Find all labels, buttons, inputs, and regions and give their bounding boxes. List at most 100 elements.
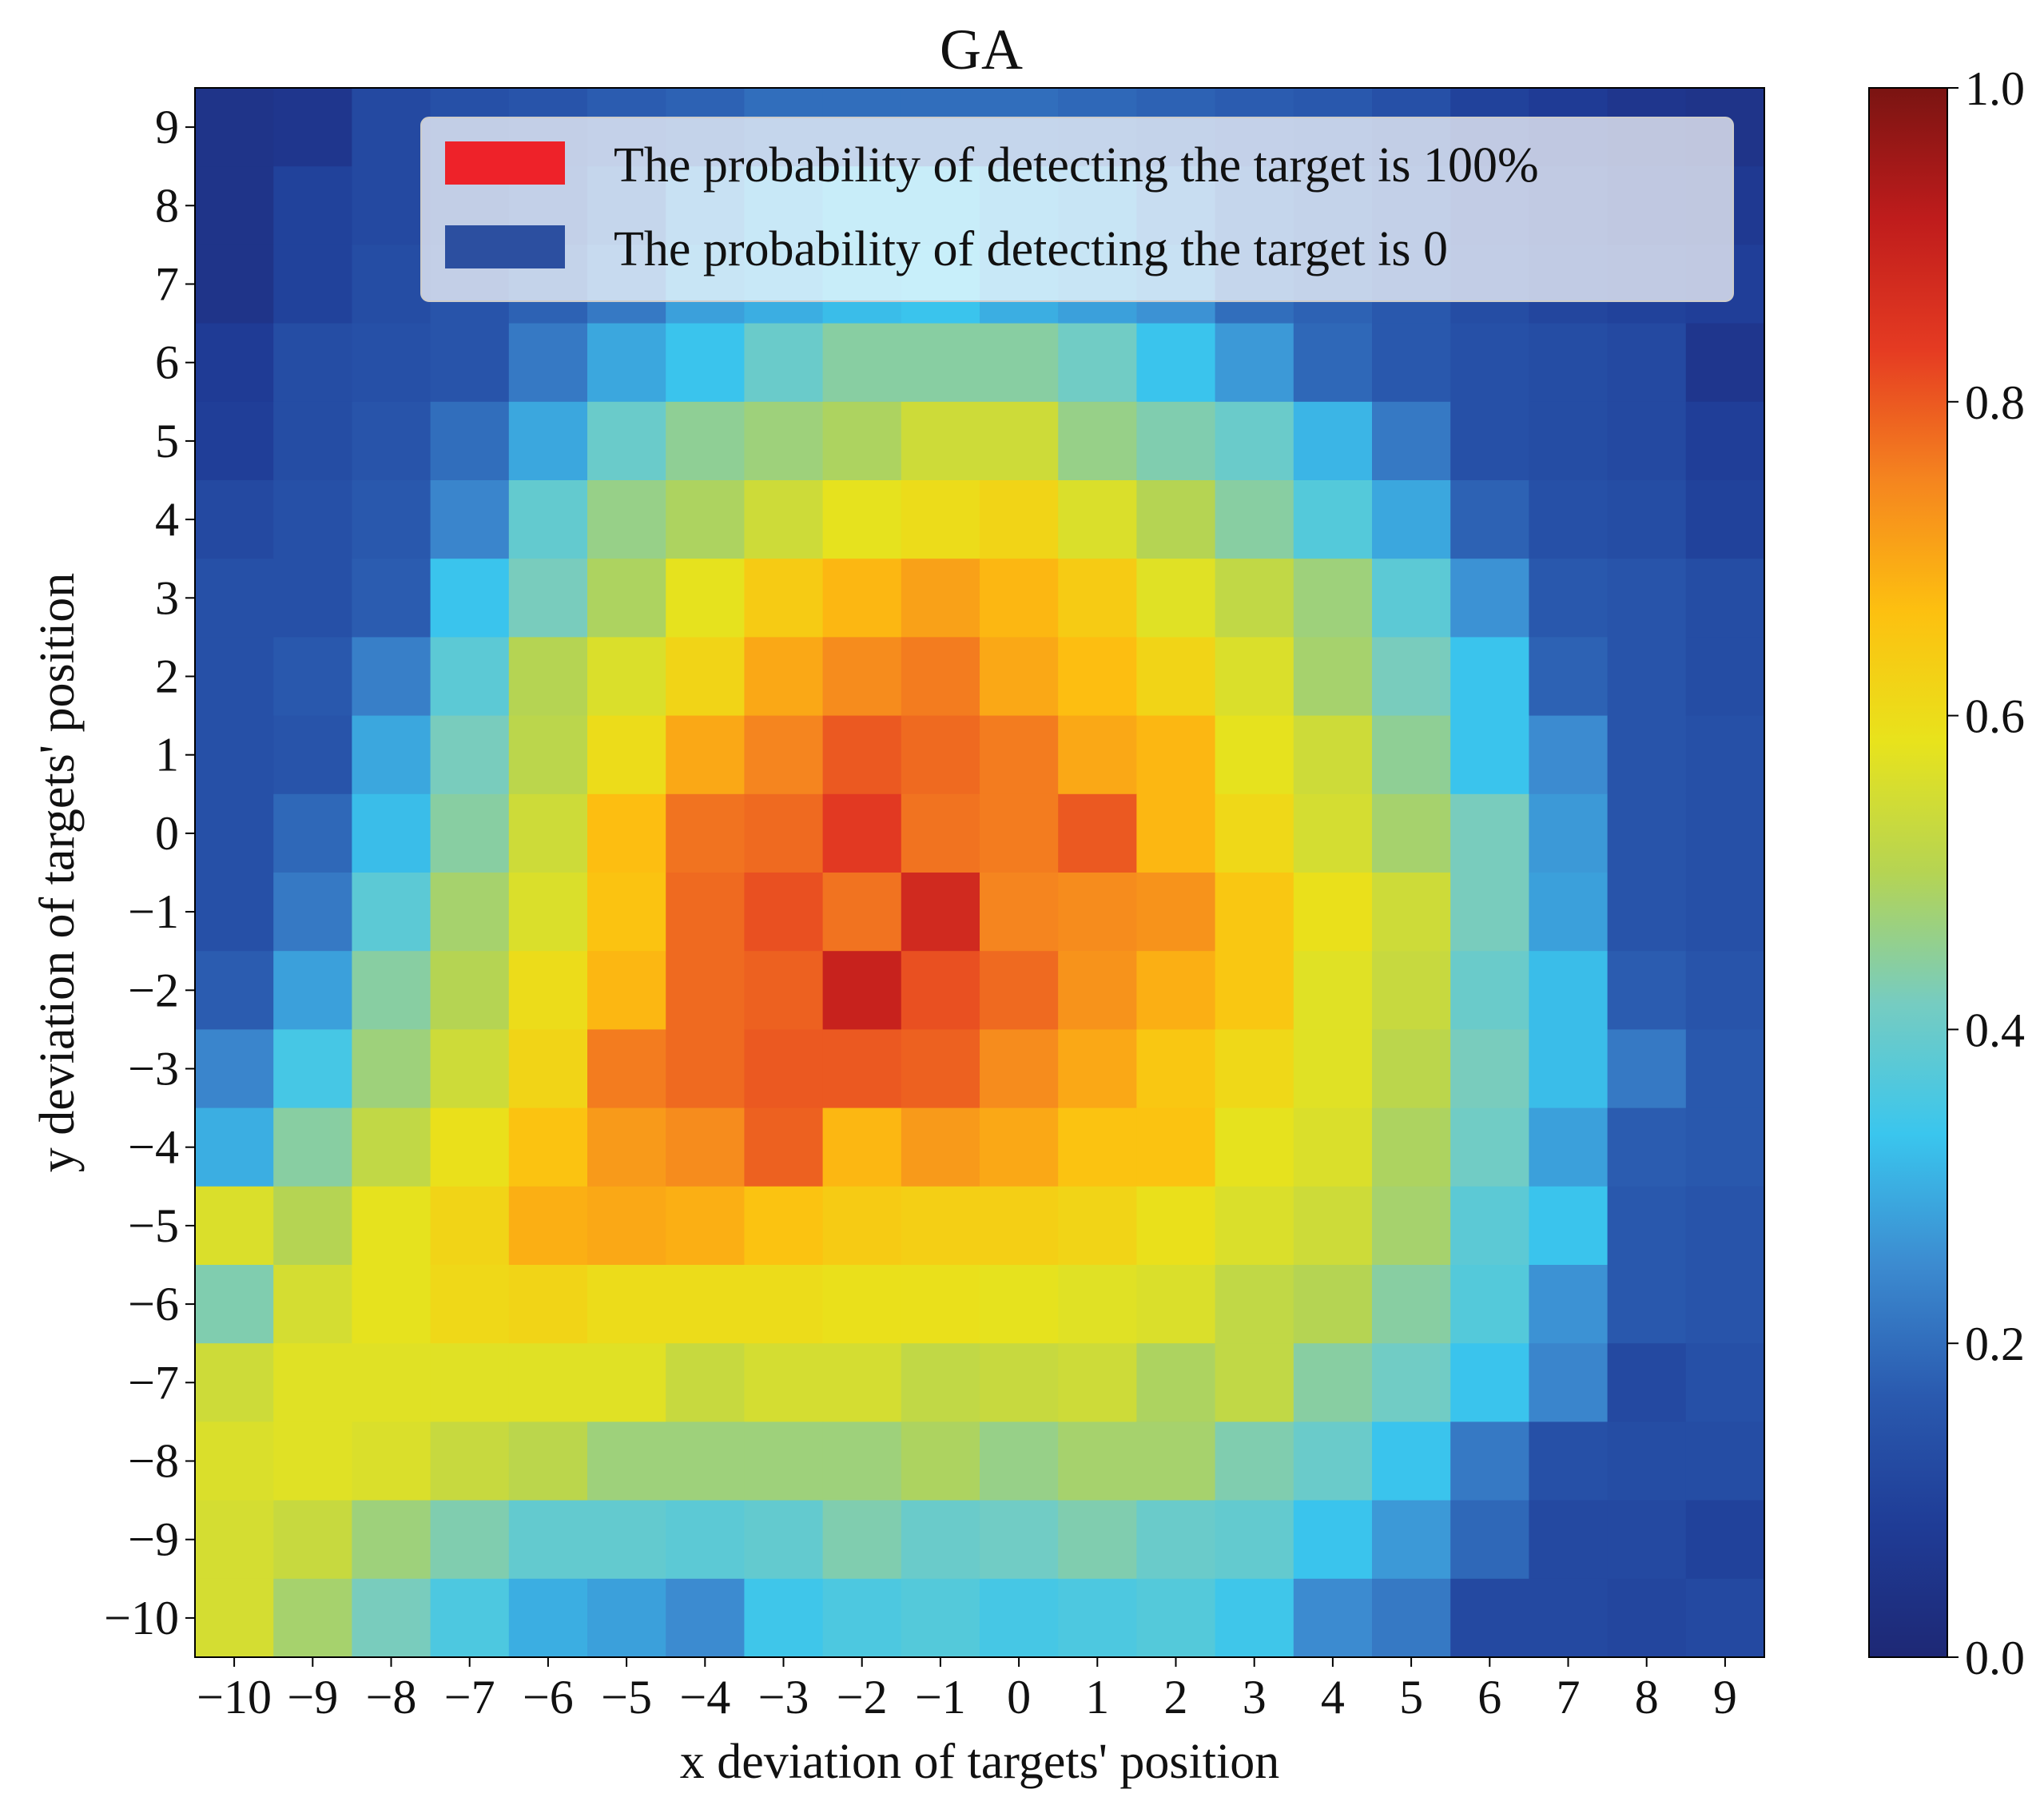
heatmap-cell bbox=[508, 1421, 588, 1501]
heatmap-cell bbox=[1529, 793, 1609, 873]
x-tick-label: 3 bbox=[1243, 1671, 1267, 1724]
heatmap-cell bbox=[744, 1186, 824, 1266]
x-tick-label: 8 bbox=[1635, 1671, 1659, 1724]
colorbar: 0.0 0.2 0.4 0.6 0.8 1.0 bbox=[1868, 62, 2025, 1684]
heatmap-cell bbox=[1215, 480, 1294, 559]
heatmap-cell bbox=[1293, 559, 1373, 638]
heatmap-cell bbox=[666, 480, 745, 559]
heatmap-cell bbox=[901, 1107, 980, 1187]
y-tick-label: 4 bbox=[155, 493, 179, 546]
heatmap-cell bbox=[508, 873, 588, 952]
heatmap-cell bbox=[1607, 1107, 1687, 1187]
heatmap-cell bbox=[980, 1500, 1059, 1580]
heatmap-cell bbox=[822, 1265, 902, 1344]
heatmap-cell bbox=[1136, 793, 1216, 873]
x-tick-label: −7 bbox=[444, 1671, 495, 1724]
y-tick-label: −3 bbox=[128, 1043, 179, 1095]
heatmap-cell bbox=[1372, 480, 1451, 559]
heatmap-cell bbox=[1293, 1578, 1373, 1658]
heatmap-cell bbox=[822, 1029, 902, 1109]
heatmap-cell bbox=[508, 480, 588, 559]
heatmap-cell bbox=[822, 323, 902, 403]
y-tick-label: −9 bbox=[128, 1513, 179, 1566]
heatmap-cell bbox=[822, 873, 902, 952]
heatmap-cell bbox=[1450, 480, 1529, 559]
y-tick-label: 5 bbox=[155, 415, 179, 467]
heatmap-cell bbox=[901, 1578, 980, 1658]
heatmap-cell bbox=[744, 637, 824, 717]
heatmap-cell bbox=[273, 323, 352, 403]
heatmap-cell bbox=[666, 873, 745, 952]
heatmap-cell bbox=[352, 480, 431, 559]
heatmap-cell bbox=[1450, 323, 1529, 403]
heatmap-cell bbox=[1529, 1343, 1609, 1422]
heatmap-cell bbox=[352, 559, 431, 638]
x-tick-label: 9 bbox=[1713, 1671, 1737, 1724]
heatmap-cell bbox=[1450, 873, 1529, 952]
heatmap-cell bbox=[195, 88, 274, 167]
heatmap-cell bbox=[901, 480, 980, 559]
heatmap-cell bbox=[587, 323, 666, 403]
heatmap-cell bbox=[1529, 559, 1609, 638]
heatmap-cell bbox=[901, 1029, 980, 1109]
x-tick-label: 5 bbox=[1399, 1671, 1423, 1724]
heatmap-cell bbox=[980, 793, 1059, 873]
legend-swatch-zero bbox=[445, 225, 565, 268]
heatmap-cell bbox=[666, 637, 745, 717]
heatmap-cell bbox=[352, 951, 431, 1030]
heatmap-cell bbox=[1372, 401, 1451, 481]
heatmap-cell bbox=[1215, 1500, 1294, 1580]
x-tick-label: −6 bbox=[523, 1671, 574, 1724]
heatmap-cell bbox=[430, 1578, 510, 1658]
heatmap-cell bbox=[430, 1343, 510, 1422]
heatmap-cell bbox=[508, 1029, 588, 1109]
heatmap-cell bbox=[980, 1421, 1059, 1501]
heatmap-cell bbox=[352, 1421, 431, 1501]
heatmap-cell bbox=[1215, 323, 1294, 403]
heatmap-cell bbox=[901, 1421, 980, 1501]
colorbar-tick-label: 0.4 bbox=[1965, 1004, 2025, 1056]
heatmap-cell bbox=[508, 793, 588, 873]
heatmap-cell bbox=[1529, 1265, 1609, 1344]
heatmap-cell bbox=[1450, 637, 1529, 717]
heatmap-cell bbox=[1293, 715, 1373, 795]
heatmap-cell bbox=[901, 873, 980, 952]
heatmap-cell bbox=[1293, 951, 1373, 1030]
heatmap-cell bbox=[195, 1500, 274, 1580]
heatmap-cell bbox=[1529, 480, 1609, 559]
heatmap-cell bbox=[666, 401, 745, 481]
heatmap-cell bbox=[666, 1578, 745, 1658]
heatmap-cell bbox=[1293, 1421, 1373, 1501]
heatmap-cell bbox=[1607, 1265, 1687, 1344]
heatmap-cell bbox=[1215, 1029, 1294, 1109]
heatmap-cell bbox=[352, 715, 431, 795]
heatmap-cell bbox=[273, 1186, 352, 1266]
heatmap-cell bbox=[1215, 1186, 1294, 1266]
heatmap-cell bbox=[744, 1029, 824, 1109]
heatmap-cell bbox=[508, 1186, 588, 1266]
heatmap-cell bbox=[1136, 1029, 1216, 1109]
heatmap-cell bbox=[980, 559, 1059, 638]
heatmap-cell bbox=[822, 1500, 902, 1580]
heatmap-cell bbox=[1058, 1029, 1137, 1109]
colorbar-tick-label: 1.0 bbox=[1965, 62, 2025, 115]
colorbar-tick-label: 0.0 bbox=[1965, 1632, 2025, 1684]
heatmap-cell bbox=[744, 1343, 824, 1422]
y-tick-label: −7 bbox=[128, 1356, 179, 1409]
y-axis-ticks: 9 8 7 6 5 4 3 2 1 0 −1 −2 −3 −4 −5 −6 −7 −8 −9 −10 bbox=[104, 101, 195, 1644]
x-tick-label: −10 bbox=[197, 1671, 272, 1724]
heatmap-cell bbox=[508, 1500, 588, 1580]
heatmap-cell bbox=[352, 1186, 431, 1266]
heatmap-cell bbox=[1136, 637, 1216, 717]
y-tick-label: 6 bbox=[155, 336, 179, 389]
heatmap-cell bbox=[587, 401, 666, 481]
heatmap-cell bbox=[744, 793, 824, 873]
heatmap-cell bbox=[195, 480, 274, 559]
heatmap-cell bbox=[744, 873, 824, 952]
heatmap-cell bbox=[901, 401, 980, 481]
y-tick-label: −1 bbox=[128, 885, 179, 938]
heatmap-cell bbox=[980, 480, 1059, 559]
heatmap-cell bbox=[1372, 1029, 1451, 1109]
heatmap-cell bbox=[1215, 401, 1294, 481]
heatmap-cell bbox=[822, 1578, 902, 1658]
